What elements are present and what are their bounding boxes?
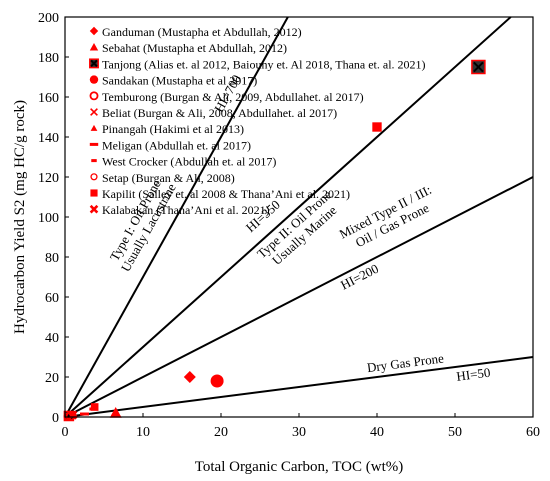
marker-cross: [473, 61, 484, 73]
y-tick-label: 200: [38, 11, 59, 26]
data-point: [80, 412, 89, 416]
y-axis-label: Hydrocarbon Yield S2 (mg HC/g rock): [12, 100, 28, 334]
legend-marker: [89, 204, 99, 214]
x-tick-label: 20: [214, 425, 228, 440]
legend-marker: [89, 43, 99, 51]
legend-marker: [89, 91, 99, 101]
legend-entry: Kalabakan (Thana’Ani et al. 2021): [102, 203, 270, 217]
data-point: [109, 407, 122, 418]
legend-entry: Meligan (Abdullah et. al 2017): [102, 138, 251, 152]
legend-entry: Kapilit (Salley et. al 2008 & Thana’Ani …: [102, 187, 350, 201]
data-point: [210, 374, 224, 388]
hi-line: [64, 176, 534, 418]
zone-label-group: Dry Gas Prone: [366, 350, 445, 375]
x-tick-label: 60: [526, 425, 540, 440]
x-tick-label: 0: [62, 425, 69, 440]
x-tick-label: 10: [136, 425, 150, 440]
axes: 0 10 20 30 40 50 60 0 20 40 60 80 100 120 140 160 180 200: [38, 11, 540, 440]
marker-cross: [90, 59, 98, 68]
legend-marker: [90, 189, 98, 197]
y-tick-label: 100: [38, 211, 59, 226]
legend-entry: Temburong (Burgan & Ali, 2009, Abdullahe…: [102, 90, 364, 104]
legend-entry: Beliat (Burgan & Ali, 2008, Abdullahet. …: [102, 106, 337, 120]
legend-marker: [89, 75, 99, 84]
x-axis-label: Total Organic Carbon, TOC (wt%): [195, 459, 404, 475]
y-tick-label: 60: [45, 291, 59, 306]
hi-line-label-group: HI=50: [456, 365, 492, 384]
y-tick-label: 140: [38, 131, 59, 146]
y-tick-label: 20: [45, 371, 59, 386]
hi-line-label: HI=50: [456, 365, 492, 384]
y-tick-label: 0: [52, 411, 59, 426]
data-point: [90, 403, 99, 411]
data-point: [183, 371, 196, 383]
legend-entry: Ganduman (Mustapha et Abdullah, 2012): [102, 25, 302, 39]
legend-entry: Sebahat (Mustapha et Abdullah, 2012): [102, 41, 287, 55]
legend-marker: [89, 26, 99, 36]
legend: Ganduman (Mustapha et Abdullah, 2012) Seb…: [89, 25, 426, 217]
legend-entry: West Crocker (Abdullah et. al 2017): [102, 155, 276, 169]
legend-marker: [89, 58, 99, 69]
hi-line: [64, 356, 534, 418]
data-point: [471, 59, 486, 75]
zone-label-group: Mixed Type II / III:Oil / Gas Prone: [337, 182, 434, 250]
x-tick-label: 50: [448, 425, 462, 440]
legend-marker: [91, 159, 97, 163]
hi-line: [64, 16, 289, 418]
legend-entry: Pinangah (Hakimi et al 2013): [102, 122, 244, 136]
hi-line: [64, 16, 512, 418]
y-tick-label: 40: [45, 331, 59, 346]
legend-marker: [90, 124, 98, 131]
data-point: [372, 122, 382, 132]
x-tick-label: 30: [292, 425, 306, 440]
legend-marker: [90, 108, 98, 116]
zone-label: Dry Gas Prone: [366, 350, 445, 375]
legend-entry: Tanjong (Alias et. al 2012, Baiouny et. …: [102, 57, 426, 71]
legend-marker: [90, 173, 98, 181]
y-tick-label: 160: [38, 91, 59, 106]
legend-entry: Setap (Burgan & Ali, 2008): [102, 171, 235, 185]
x-tick-label: 40: [370, 425, 384, 440]
legend-marker: [89, 142, 99, 146]
y-tick-label: 180: [38, 51, 59, 66]
legend-entry: Sandakan (Mustapha et al 2017): [102, 74, 257, 88]
y-tick-label: 120: [38, 171, 59, 186]
y-tick-label: 80: [45, 251, 59, 266]
